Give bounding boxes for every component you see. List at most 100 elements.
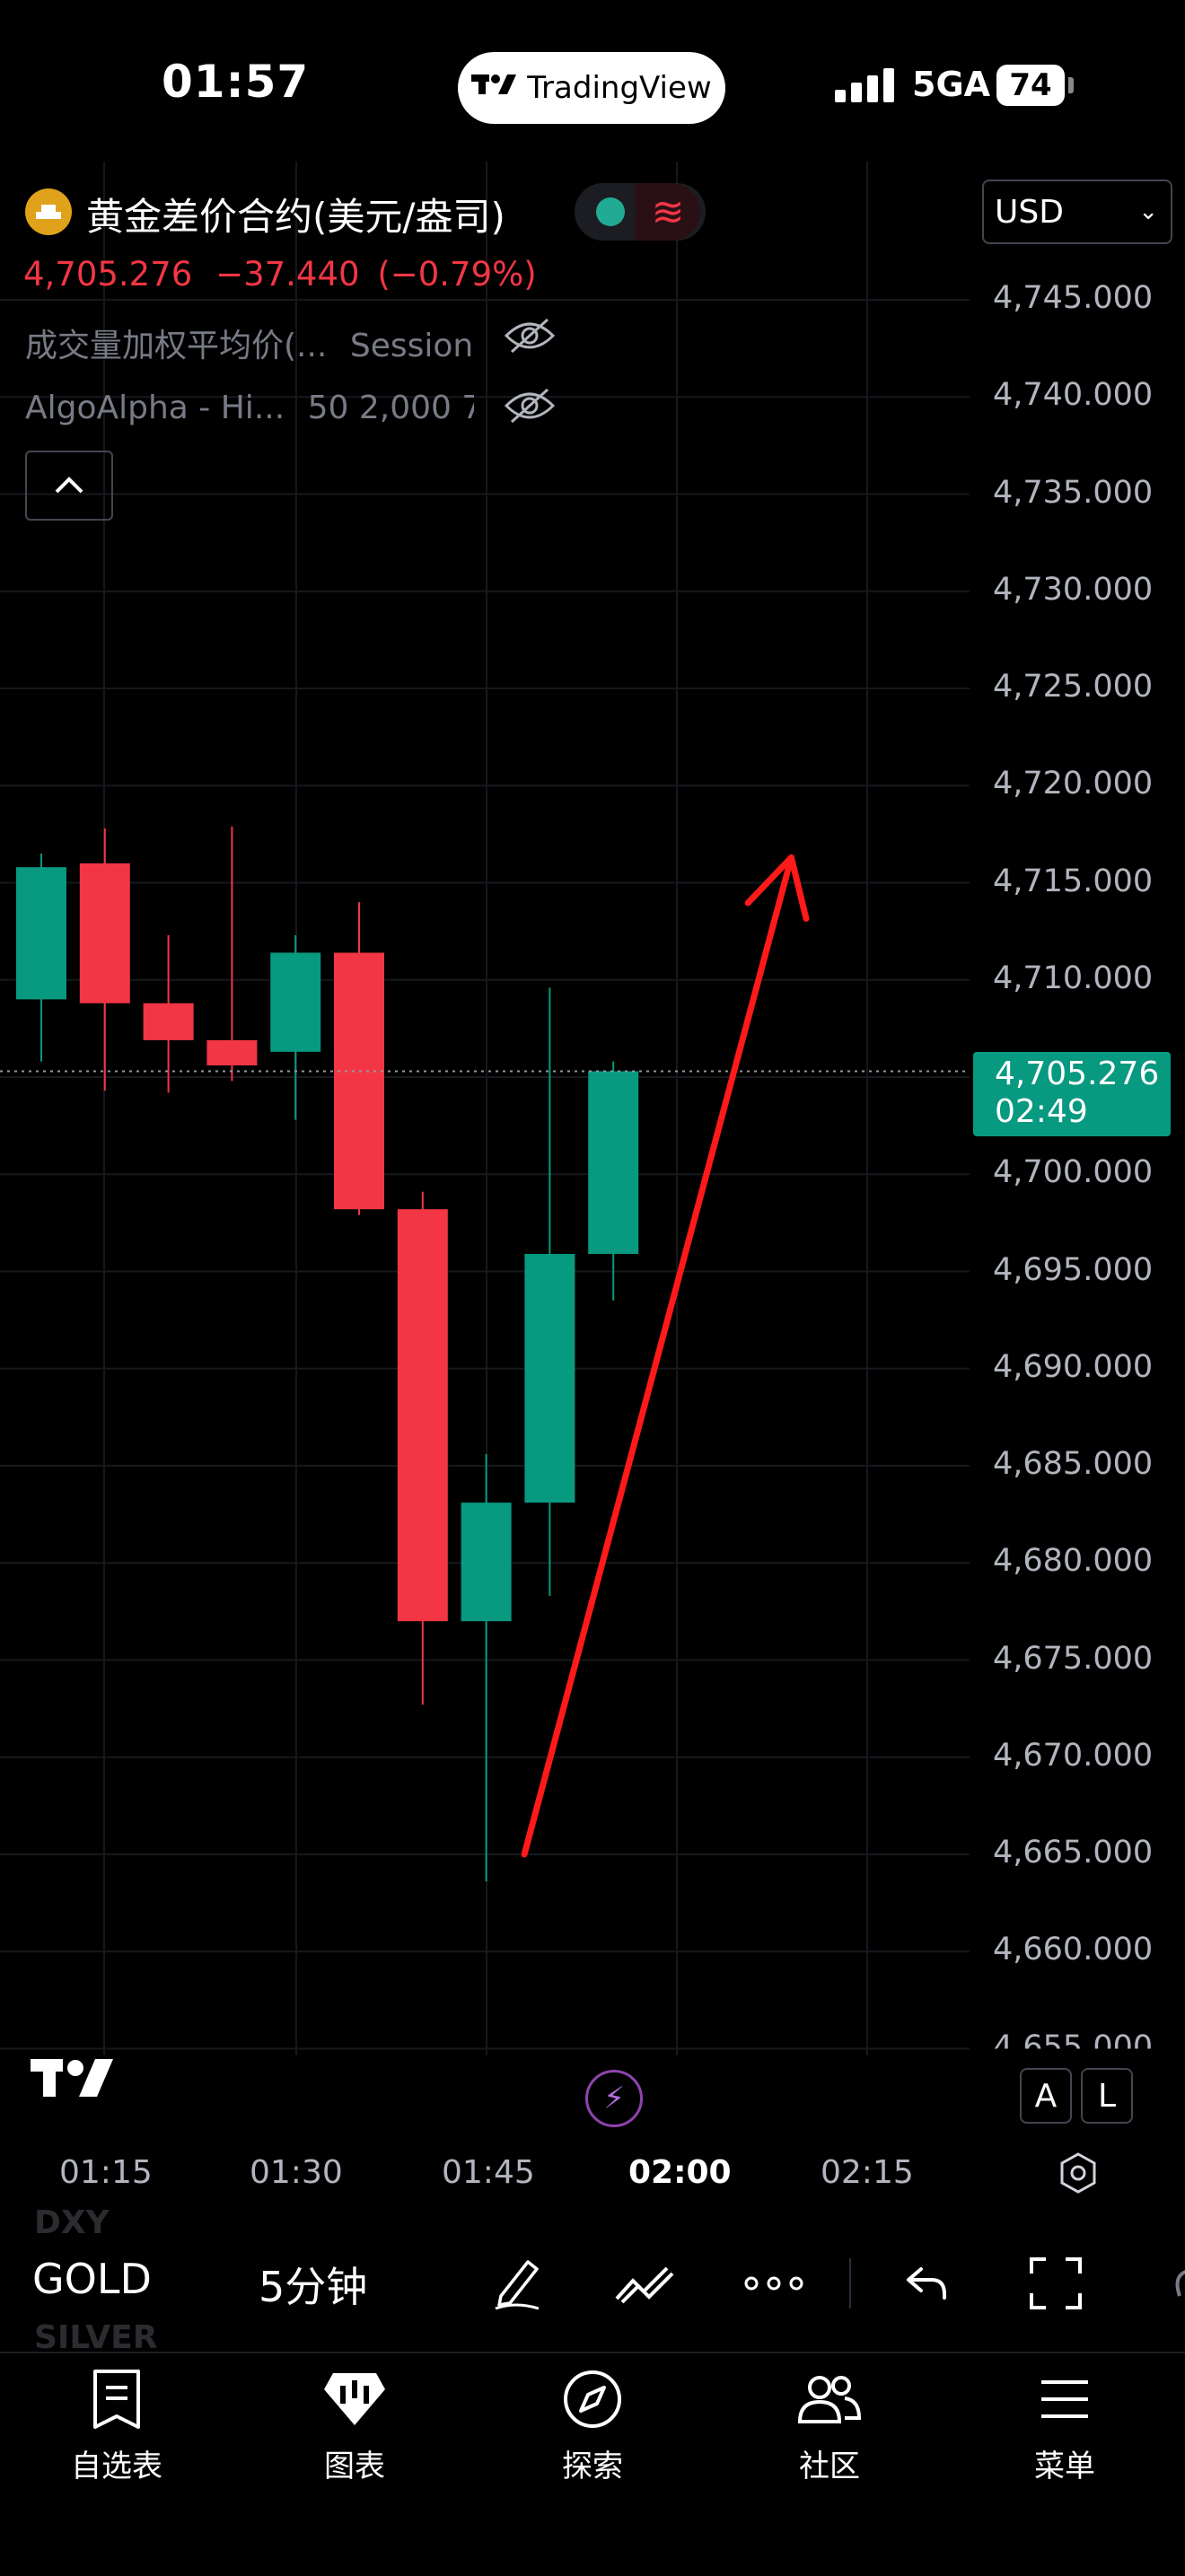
candle-body <box>334 952 384 1210</box>
chart-grid <box>0 162 970 2055</box>
time-label: 02:00 <box>628 2154 732 2191</box>
price-label: 4,665.000 <box>993 1835 1154 1871</box>
indicator-vwap[interactable]: 成交量加权平均价(... Session <box>25 320 474 366</box>
indicators-icon[interactable] <box>612 2251 677 2316</box>
nav-community[interactable]: 社区 <box>749 2366 910 2485</box>
price-label: 4,695.000 <box>993 1251 1154 1288</box>
candle <box>334 902 384 1215</box>
market-open-icon <box>596 197 625 226</box>
price-change-pct: (−0.79%) <box>377 255 537 294</box>
settings-icon[interactable] <box>1056 2151 1101 2195</box>
price-label: 4,725.000 <box>993 669 1154 705</box>
drawing-pen-icon[interactable] <box>485 2251 549 2316</box>
currency-select[interactable]: USD ⌄ <box>982 180 1172 244</box>
network-type: 5GA <box>912 65 991 104</box>
gold-icon <box>25 188 72 235</box>
interval-button[interactable]: 5分钟 <box>259 2263 368 2311</box>
menu-icon <box>1031 2366 1098 2432</box>
candle-body <box>206 1039 258 1066</box>
bottom-nav <box>0 2352 1185 2576</box>
candle <box>397 1191 448 1705</box>
symbol-quote: 4,705.276 −37.440 (−0.79%) <box>23 255 537 294</box>
watchlist-prev-symbol[interactable]: DXY <box>34 2204 110 2241</box>
indicator-param: Session <box>349 328 474 364</box>
price-label: 4,685.000 <box>993 1446 1154 1482</box>
watchlist-next-symbol[interactable]: SILVER <box>34 2319 158 2356</box>
price-label: 4,745.000 <box>993 280 1154 316</box>
candle <box>143 934 194 1093</box>
bar-countdown: 02:49 <box>995 1093 1088 1130</box>
trend-arrow <box>521 854 810 1858</box>
indicator-name: AlgoAlpha - Hi... <box>25 390 285 426</box>
price-label: 4,670.000 <box>993 1737 1154 1774</box>
tradingview-pill[interactable]: TradingView <box>458 52 725 124</box>
flash-icon[interactable]: ⚡ <box>585 2070 643 2127</box>
log-scale-button[interactable]: L <box>1081 2068 1133 2124</box>
nav-watchlist[interactable]: 自选表 <box>36 2366 198 2485</box>
price-label: 4,710.000 <box>993 959 1154 996</box>
symbol-button[interactable]: GOLD <box>32 2255 152 2303</box>
nav-label: 菜单 <box>1034 2449 1095 2484</box>
time-label: 01:15 <box>59 2154 153 2191</box>
battery-icon: 74 <box>996 65 1065 106</box>
chart-diamond-icon <box>321 2366 388 2432</box>
battery-tip <box>1068 77 1074 93</box>
current-price-label: 4,705.276 02:49 <box>973 1052 1171 1136</box>
auto-scale-button[interactable]: A <box>1020 2068 1072 2124</box>
fullscreen-icon[interactable] <box>1023 2251 1088 2316</box>
price-label: 4,675.000 <box>993 1640 1154 1677</box>
price-label: 4,720.000 <box>993 766 1154 802</box>
chevron-down-icon: ⌄ <box>1138 198 1158 225</box>
candle-body <box>79 863 130 1003</box>
eye-off-icon[interactable] <box>503 316 557 355</box>
candle <box>79 828 130 1091</box>
wave-icon: ≋ <box>636 183 700 241</box>
time-label: 01:30 <box>250 2154 343 2191</box>
price-chart[interactable] <box>0 162 970 2055</box>
currency-value: USD <box>995 193 1064 231</box>
eye-off-icon[interactable] <box>503 386 557 425</box>
candle <box>588 1061 639 1301</box>
price-label: 4,715.000 <box>993 863 1154 899</box>
nav-chart[interactable]: 图表 <box>274 2366 435 2485</box>
watchlist-icon <box>83 2366 150 2432</box>
more-icon[interactable] <box>742 2251 806 2316</box>
signal-icon <box>835 68 894 102</box>
collapse-legend-button[interactable] <box>25 451 113 521</box>
candle-body <box>524 1254 575 1503</box>
price-label: 4,740.000 <box>993 377 1154 414</box>
candle <box>461 1454 512 1882</box>
last-price: 4,705.276 <box>23 255 193 294</box>
current-price-value: 4,705.276 <box>995 1056 1160 1092</box>
price-label: 4,700.000 <box>993 1154 1154 1191</box>
candle <box>206 826 258 1082</box>
price-change: −37.440 <box>215 255 360 294</box>
chevron-up-icon <box>55 477 83 494</box>
nav-label: 自选表 <box>71 2449 162 2484</box>
candle-body <box>461 1503 512 1622</box>
nav-label: 社区 <box>799 2449 860 2484</box>
candle <box>270 934 321 1120</box>
indicator-algoalpha[interactable]: AlgoAlpha - Hi... 50 2,000 7 <box>25 390 474 426</box>
arrow-head <box>744 854 810 922</box>
candle <box>524 987 575 1597</box>
time-label: 01:45 <box>442 2154 535 2191</box>
candle <box>16 854 66 1062</box>
price-label: 4,655.000 <box>993 2028 1154 2065</box>
toolbar-overflow-icon[interactable] <box>1153 2251 1185 2316</box>
symbol-title[interactable]: 黄金差价合约(美元/盎司) <box>86 195 505 239</box>
nav-label: 探索 <box>562 2449 623 2484</box>
undo-icon[interactable] <box>894 2251 959 2316</box>
nav-explore[interactable]: 探索 <box>512 2366 673 2485</box>
candles <box>16 826 639 1882</box>
price-label: 4,735.000 <box>993 474 1154 511</box>
candle-body <box>270 952 321 1052</box>
candle-body <box>143 1003 194 1040</box>
status-time: 01:57 <box>162 56 310 108</box>
market-status-pill[interactable]: ≋ <box>575 183 706 241</box>
price-label: 4,660.000 <box>993 1932 1154 1968</box>
nav-menu[interactable]: 菜单 <box>984 2366 1146 2485</box>
toolbar-separator <box>849 2258 851 2309</box>
compass-icon <box>559 2366 626 2432</box>
indicator-param: 50 2,000 7 <box>307 390 474 426</box>
